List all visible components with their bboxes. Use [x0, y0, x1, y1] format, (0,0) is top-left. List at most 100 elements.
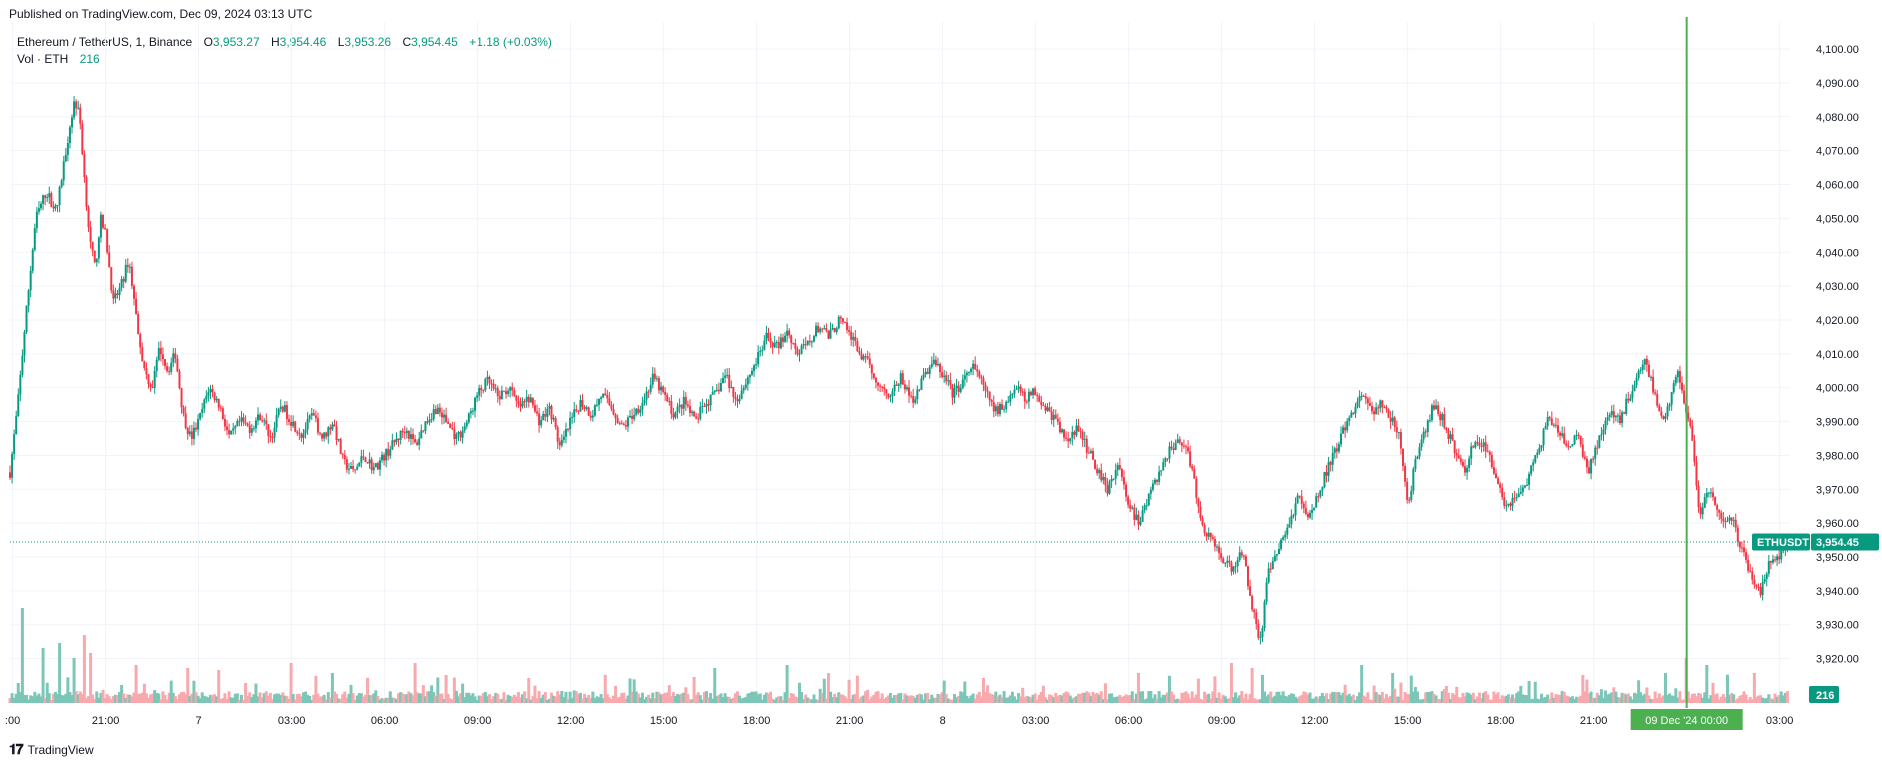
candle-body	[447, 421, 450, 424]
footer-brand[interactable]: 𝟏𝟕 TradingView	[9, 741, 94, 758]
volume-bar	[1579, 695, 1583, 703]
volume-bar	[31, 696, 35, 703]
candle-body	[1404, 466, 1407, 482]
candle-body	[1567, 445, 1570, 447]
volume-bar	[1438, 699, 1442, 703]
volume-bar	[1732, 694, 1736, 703]
volume-bar	[1273, 695, 1277, 703]
candle-body	[15, 415, 18, 435]
volume-bar	[304, 691, 308, 703]
volume-bar	[585, 697, 589, 703]
volume-bar	[1554, 694, 1558, 703]
candle-body	[920, 378, 923, 390]
volume-bar	[1736, 698, 1740, 703]
candle-body	[1433, 405, 1435, 410]
volume-bar	[1329, 693, 1333, 703]
volume-bar	[1353, 699, 1357, 703]
candle-body	[988, 391, 991, 400]
candle-body	[1139, 521, 1142, 525]
candle-body	[1693, 440, 1696, 463]
candle-body	[337, 439, 340, 441]
candle-body	[600, 397, 603, 399]
volume-value: 216	[79, 52, 100, 66]
candle-body	[883, 387, 886, 390]
last-volume-label-bg	[1809, 686, 1839, 703]
candle-body	[666, 394, 669, 402]
volume-bar	[425, 691, 429, 703]
candle-body	[957, 385, 960, 392]
volume-bar	[673, 695, 677, 703]
volume-bar	[341, 694, 345, 703]
candle-body	[56, 204, 59, 206]
candle-body	[1366, 398, 1369, 404]
volume-bar	[1335, 691, 1339, 703]
volume-bar	[992, 694, 996, 703]
candle-body	[1645, 358, 1648, 365]
candle-body	[1308, 512, 1311, 518]
candle-body	[660, 386, 663, 391]
volume-bar	[1616, 697, 1620, 703]
candle-body	[641, 402, 644, 410]
volume-bar	[1139, 691, 1143, 703]
volume-bar	[826, 673, 830, 703]
volume-bar	[1058, 694, 1062, 703]
candle-body	[544, 413, 547, 417]
volume-bar	[1174, 699, 1178, 703]
candle-body	[1125, 484, 1128, 497]
volume-bar	[1583, 691, 1587, 703]
volume-bar	[1136, 673, 1140, 703]
volume-bar	[1482, 692, 1486, 703]
volume-bar	[752, 691, 756, 703]
candle-body	[1488, 452, 1491, 455]
volume-bar	[254, 683, 258, 703]
volume-label[interactable]: Vol · ETH	[17, 52, 69, 66]
volume-bar	[357, 693, 361, 703]
volume-bar	[595, 696, 599, 703]
volume-bar	[487, 694, 491, 703]
volume-bar	[1105, 699, 1109, 703]
candle-body	[835, 328, 838, 332]
y-tick-label: 3,950.00	[1816, 552, 1859, 564]
candle-body	[951, 384, 954, 398]
candle-body	[405, 430, 408, 433]
volume-bar	[103, 698, 107, 703]
candle-body	[872, 373, 875, 378]
candle-body	[748, 374, 751, 378]
volume-bar	[607, 697, 611, 703]
candle-body	[226, 426, 229, 431]
candle-body	[808, 340, 811, 343]
candle-body	[1296, 495, 1299, 504]
volume-bar	[554, 696, 558, 703]
volume-bar	[692, 677, 696, 703]
volume-bar	[578, 692, 582, 703]
candle-body	[1538, 447, 1541, 453]
candle-body	[953, 388, 956, 398]
candle-body	[1011, 393, 1014, 396]
symbol-label[interactable]: Ethereum / TetherUS, 1, Binance	[17, 35, 193, 49]
volume-bar	[118, 692, 122, 703]
volume-bar	[1517, 691, 1521, 703]
volume-bar	[173, 696, 177, 703]
volume-bar	[1019, 696, 1023, 703]
candle-body	[199, 412, 202, 419]
volume-bar	[1500, 695, 1504, 703]
volume-bar	[1767, 694, 1771, 703]
candle-body	[1085, 438, 1088, 453]
volume-bar	[1203, 691, 1207, 703]
volume-bar	[1215, 697, 1219, 703]
candle-body	[1641, 364, 1644, 370]
volume-bar	[155, 692, 159, 703]
candle-body	[1647, 364, 1650, 377]
candle-body	[83, 154, 86, 178]
candle-body	[188, 431, 191, 435]
volume-bar	[1484, 691, 1488, 703]
volume-bar	[105, 694, 109, 703]
volume-bar	[514, 696, 518, 703]
candle-body	[1025, 401, 1028, 403]
volume-bar	[1608, 693, 1612, 703]
volume-bar	[680, 693, 684, 703]
volume-bar	[107, 696, 111, 703]
candle-body	[141, 347, 144, 362]
candle-body	[1759, 587, 1762, 596]
